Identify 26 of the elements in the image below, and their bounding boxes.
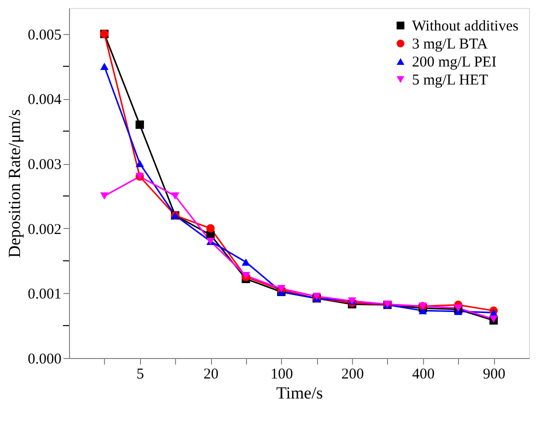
legend-label: Without additives — [412, 18, 519, 34]
point — [100, 62, 109, 70]
text: 0.000 — [28, 352, 62, 368]
point — [418, 307, 428, 314]
x-tick-label: 900 — [482, 366, 506, 382]
y-axis-title: Deposition Rate/μm/s — [4, 109, 24, 258]
y-tick-label: 0.002 — [28, 222, 62, 238]
y-tick-label: 0.003 — [28, 157, 62, 174]
point — [136, 160, 144, 168]
x-tick-label: 5 — [136, 366, 144, 382]
legend-label: 3 mg/L BTA — [412, 36, 488, 52]
point — [136, 120, 144, 129]
point — [242, 258, 250, 266]
x-axis-title: Time/s — [276, 384, 323, 402]
legend-label: 5 mg/L HET — [412, 72, 488, 88]
x-tick-label: 20 — [204, 366, 219, 382]
y-tick-label: 0.004 — [28, 92, 62, 108]
point — [100, 192, 109, 200]
x-tick-label: 200 — [341, 366, 364, 382]
y-tick-label: 0.005 — [28, 27, 62, 44]
y-tick-label: 0.001 — [28, 286, 62, 303]
legend-label: 200 mg/L PEI — [412, 54, 496, 70]
x-tick-label: 400 — [412, 366, 435, 382]
point — [170, 192, 180, 200]
point — [206, 224, 215, 233]
x-tick-label: 100 — [270, 366, 294, 382]
